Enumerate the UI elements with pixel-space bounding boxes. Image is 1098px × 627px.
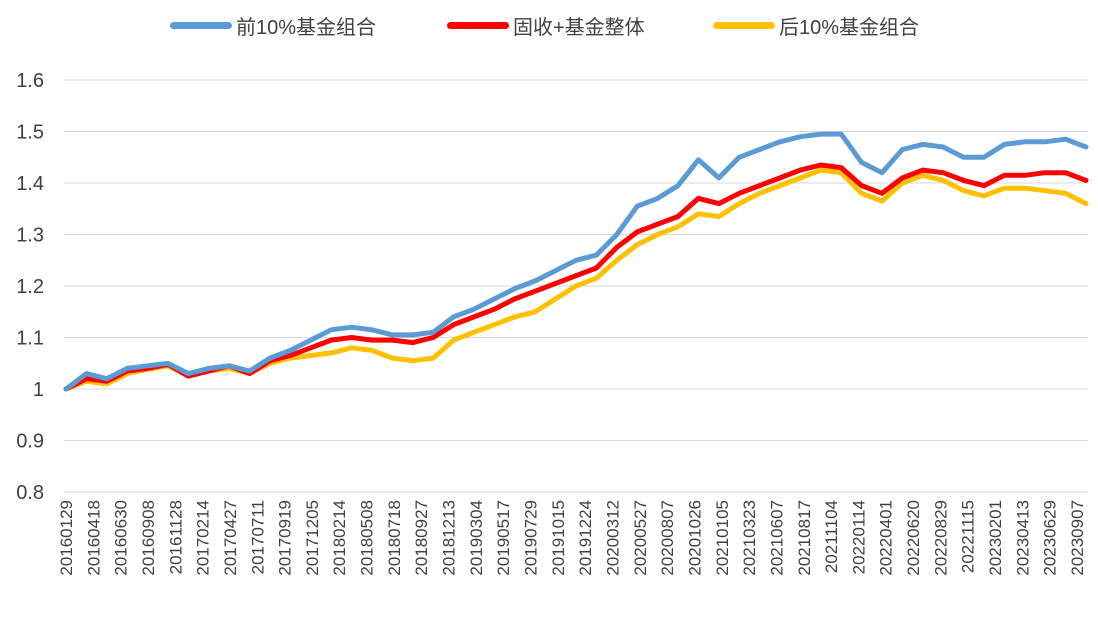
y-tick-label-4: 1.2 — [16, 276, 44, 298]
legend-item-top10: 前10%基金组合 — [170, 10, 376, 40]
x-tick-label-30: 20220401 — [877, 500, 896, 576]
y-tick-label-8: 1.6 — [16, 70, 44, 92]
x-tick-label-24: 20210105 — [713, 500, 732, 576]
x-tick-label-2: 20160630 — [112, 500, 131, 576]
chart-legend: 前10%基金组合 固收+基金整体 后10%基金组合 — [0, 10, 1098, 40]
x-tick-label-35: 20230413 — [1013, 500, 1032, 576]
legend-label-overall: 固收+基金整体 — [513, 16, 645, 39]
y-tick-label-3: 1.1 — [16, 328, 44, 350]
x-tick-label-3: 20160908 — [139, 500, 158, 576]
y-tick-label-1: 0.9 — [16, 431, 44, 453]
x-tick-label-13: 20180927 — [412, 500, 431, 576]
series-line-1 — [63, 162, 1089, 392]
x-tick-label-36: 20230629 — [1041, 500, 1060, 576]
x-tick-label-34: 20230201 — [986, 500, 1005, 576]
x-tick-label-7: 20170711 — [248, 500, 267, 574]
x-tick-label-0: 20160129 — [57, 500, 76, 576]
legend-swatch-bottom10 — [713, 21, 775, 29]
x-tick-label-14: 20181213 — [440, 500, 459, 576]
x-tick-label-5: 20170214 — [194, 500, 213, 576]
x-tick-label-32: 20220829 — [931, 500, 950, 576]
y-tick-label-7: 1.5 — [16, 122, 44, 144]
x-tick-label-21: 20200527 — [631, 500, 650, 576]
series-line-0 — [63, 131, 1089, 392]
x-tick-label-17: 20190729 — [522, 500, 541, 576]
y-tick-label-0: 0.8 — [16, 482, 44, 504]
x-tick-label-37: 20230907 — [1068, 500, 1087, 576]
x-tick-label-23: 20201026 — [685, 500, 704, 576]
legend-swatch-overall — [447, 21, 509, 29]
legend-item-overall: 固收+基金整体 — [447, 10, 645, 40]
x-tick-label-27: 20210817 — [795, 500, 814, 576]
x-tick-label-16: 20190517 — [494, 500, 513, 576]
x-tick-label-28: 20211104 — [822, 500, 841, 573]
legend-swatch-top10 — [170, 21, 232, 29]
x-tick-label-31: 20220620 — [904, 500, 923, 576]
x-tick-label-18: 20191015 — [549, 500, 568, 576]
x-tick-label-6: 20170427 — [221, 500, 240, 576]
y-tick-label-5: 1.3 — [16, 225, 44, 247]
x-tick-label-25: 20210323 — [740, 500, 759, 576]
x-tick-label-1: 20160418 — [84, 500, 103, 576]
x-tick-label-20: 20200312 — [603, 500, 622, 576]
legend-item-bottom10: 后10%基金组合 — [713, 10, 919, 40]
x-tick-label-19: 20191224 — [576, 500, 595, 576]
legend-label-top10: 前10%基金组合 — [236, 16, 377, 39]
y-tick-label-2: 1 — [33, 379, 44, 401]
legend-label-bottom10: 后10%基金组合 — [779, 16, 920, 39]
x-tick-label-10: 20180214 — [330, 500, 349, 576]
x-tick-label-33: 20221115 — [959, 500, 978, 573]
x-tick-label-15: 20190304 — [467, 500, 486, 576]
x-tick-label-22: 20200807 — [658, 500, 677, 576]
x-tick-label-8: 20170919 — [276, 500, 295, 576]
x-tick-label-4: 20161128 — [166, 500, 185, 574]
x-tick-label-12: 20180718 — [385, 500, 404, 576]
series-line-2 — [63, 167, 1089, 392]
y-tick-label-6: 1.4 — [16, 173, 44, 195]
x-tick-label-11: 20180508 — [358, 500, 377, 576]
x-tick-label-26: 20210607 — [767, 500, 786, 576]
x-tick-label-29: 20220114 — [849, 500, 868, 574]
x-tick-label-9: 20171205 — [303, 500, 322, 576]
